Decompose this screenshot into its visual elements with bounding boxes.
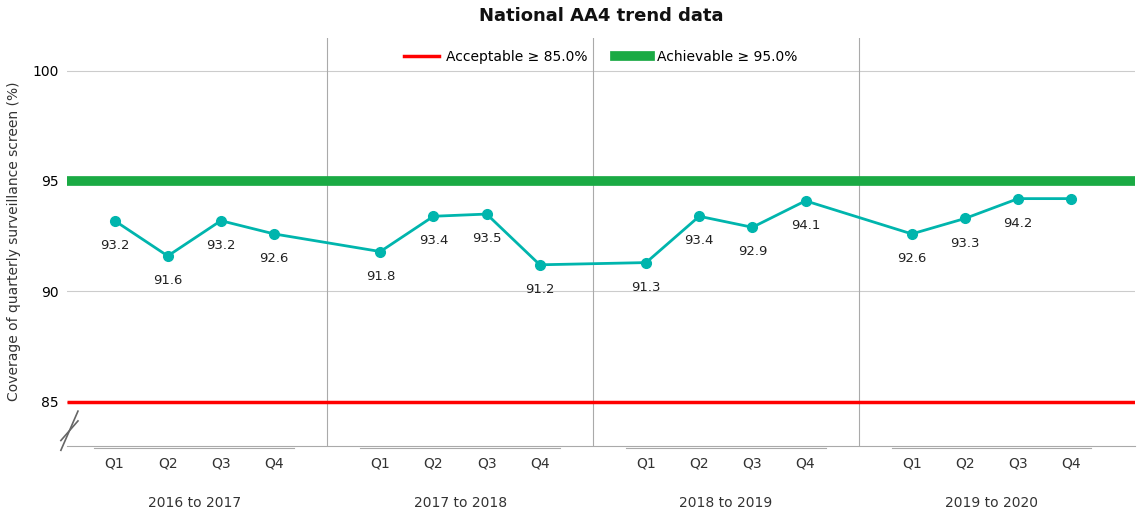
Text: Q1: Q1 [636, 457, 656, 471]
Text: 93.3: 93.3 [950, 236, 980, 250]
Text: Q2: Q2 [158, 457, 177, 471]
Text: Q1: Q1 [105, 457, 124, 471]
Text: Q2: Q2 [690, 457, 709, 471]
Legend: Acceptable ≥ 85.0%, Achievable ≥ 95.0%: Acceptable ≥ 85.0%, Achievable ≥ 95.0% [399, 44, 803, 70]
Text: 93.4: 93.4 [419, 234, 448, 247]
Text: Q3: Q3 [211, 457, 231, 471]
Text: Q1: Q1 [370, 457, 391, 471]
Text: 94.1: 94.1 [791, 219, 820, 232]
Text: 93.4: 93.4 [684, 234, 714, 247]
Text: 92.9: 92.9 [738, 245, 767, 259]
Text: Q4: Q4 [796, 457, 815, 471]
Text: 91.3: 91.3 [632, 281, 661, 294]
Text: Q3: Q3 [1008, 457, 1028, 471]
Text: 91.6: 91.6 [153, 274, 183, 287]
Text: 2016 to 2017: 2016 to 2017 [147, 496, 241, 510]
Text: Q3: Q3 [742, 457, 762, 471]
Text: 91.8: 91.8 [365, 270, 395, 283]
Text: Q1: Q1 [902, 457, 922, 471]
Text: 93.2: 93.2 [99, 239, 129, 252]
Text: Q4: Q4 [1061, 457, 1081, 471]
Text: 93.2: 93.2 [207, 239, 235, 252]
Text: Q3: Q3 [477, 457, 497, 471]
Text: 2018 to 2019: 2018 to 2019 [679, 496, 772, 510]
Text: 2017 to 2018: 2017 to 2018 [413, 496, 507, 510]
Text: 92.6: 92.6 [259, 252, 289, 265]
Text: 2019 to 2020: 2019 to 2020 [946, 496, 1038, 510]
Text: Q4: Q4 [264, 457, 284, 471]
Text: 91.2: 91.2 [525, 283, 555, 296]
Title: National AA4 trend data: National AA4 trend data [478, 7, 723, 25]
Text: 92.6: 92.6 [898, 252, 926, 265]
Text: Q2: Q2 [955, 457, 975, 471]
Text: Q2: Q2 [424, 457, 443, 471]
Text: 94.2: 94.2 [1004, 217, 1032, 230]
Text: Q4: Q4 [530, 457, 549, 471]
Text: 93.5: 93.5 [472, 232, 501, 245]
Y-axis label: Coverage of quarterly surveillance screen (%): Coverage of quarterly surveillance scree… [7, 82, 21, 401]
